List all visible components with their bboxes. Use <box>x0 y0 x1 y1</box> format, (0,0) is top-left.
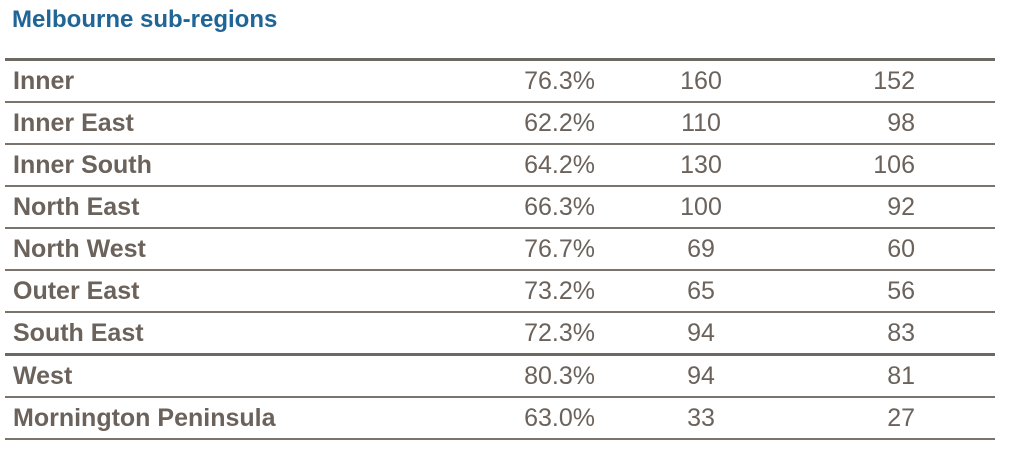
table-row-north-west: North West 76.7% 69 60 <box>5 229 995 271</box>
region-percentage: 76.7% <box>524 234 595 263</box>
region-percentage: 66.3% <box>524 192 595 221</box>
region-value-2: 56 <box>887 276 915 305</box>
table-row-west: West 80.3% 94 81 <box>5 356 995 398</box>
region-name: North West <box>13 234 146 263</box>
region-value-2: 98 <box>887 108 915 137</box>
table-row-inner: Inner 76.3% 160 152 <box>5 61 995 103</box>
region-name: Inner East <box>13 108 134 137</box>
table-row-mornington-peninsula: Mornington Peninsula 63.0% 33 27 <box>5 398 995 440</box>
region-name: West <box>13 361 73 390</box>
region-value-2: 60 <box>887 234 915 263</box>
region-value-1: 33 <box>687 403 715 432</box>
table-row-south-east: South East 72.3% 94 83 <box>5 313 995 356</box>
region-value-1: 110 <box>681 108 721 137</box>
table-row-outer-east: Outer East 73.2% 65 56 <box>5 271 995 313</box>
region-value-1: 160 <box>680 66 722 95</box>
region-value-1: 94 <box>687 318 715 347</box>
region-name: Inner South <box>13 150 152 179</box>
region-value-1: 94 <box>687 361 715 390</box>
region-value-1: 65 <box>687 276 715 305</box>
region-value-1: 69 <box>687 234 715 263</box>
region-name: Mornington Peninsula <box>13 403 276 432</box>
region-value-2: 152 <box>873 66 915 95</box>
region-percentage: 73.2% <box>524 276 595 305</box>
sub-regions-table: Inner 76.3% 160 152 Inner East 62.2% 110… <box>5 58 995 440</box>
region-name: South East <box>13 318 144 347</box>
region-value-1: 130 <box>680 150 722 179</box>
region-percentage: 62.2% <box>524 108 595 137</box>
region-value-2: 27 <box>887 403 915 432</box>
region-name: Outer East <box>13 276 140 305</box>
region-value-2: 92 <box>887 192 915 221</box>
region-percentage: 64.2% <box>524 150 595 179</box>
table-title: Melbourne sub-regions <box>12 6 278 33</box>
region-value-2: 83 <box>887 318 915 347</box>
region-percentage: 80.3% <box>524 361 595 390</box>
region-name: Inner <box>13 66 75 95</box>
table-row-inner-east: Inner East 62.2% 110 98 <box>5 103 995 145</box>
table-row-north-east: North East 66.3% 100 92 <box>5 187 995 229</box>
table-row-inner-south: Inner South 64.2% 130 106 <box>5 145 995 187</box>
region-value-1: 100 <box>680 192 722 221</box>
region-percentage: 72.3% <box>524 318 595 347</box>
region-value-2: 81 <box>887 361 915 390</box>
region-value-2: 106 <box>873 150 915 179</box>
region-name: North East <box>13 192 140 221</box>
region-percentage: 63.0% <box>524 403 595 432</box>
region-percentage: 76.3% <box>524 66 595 95</box>
